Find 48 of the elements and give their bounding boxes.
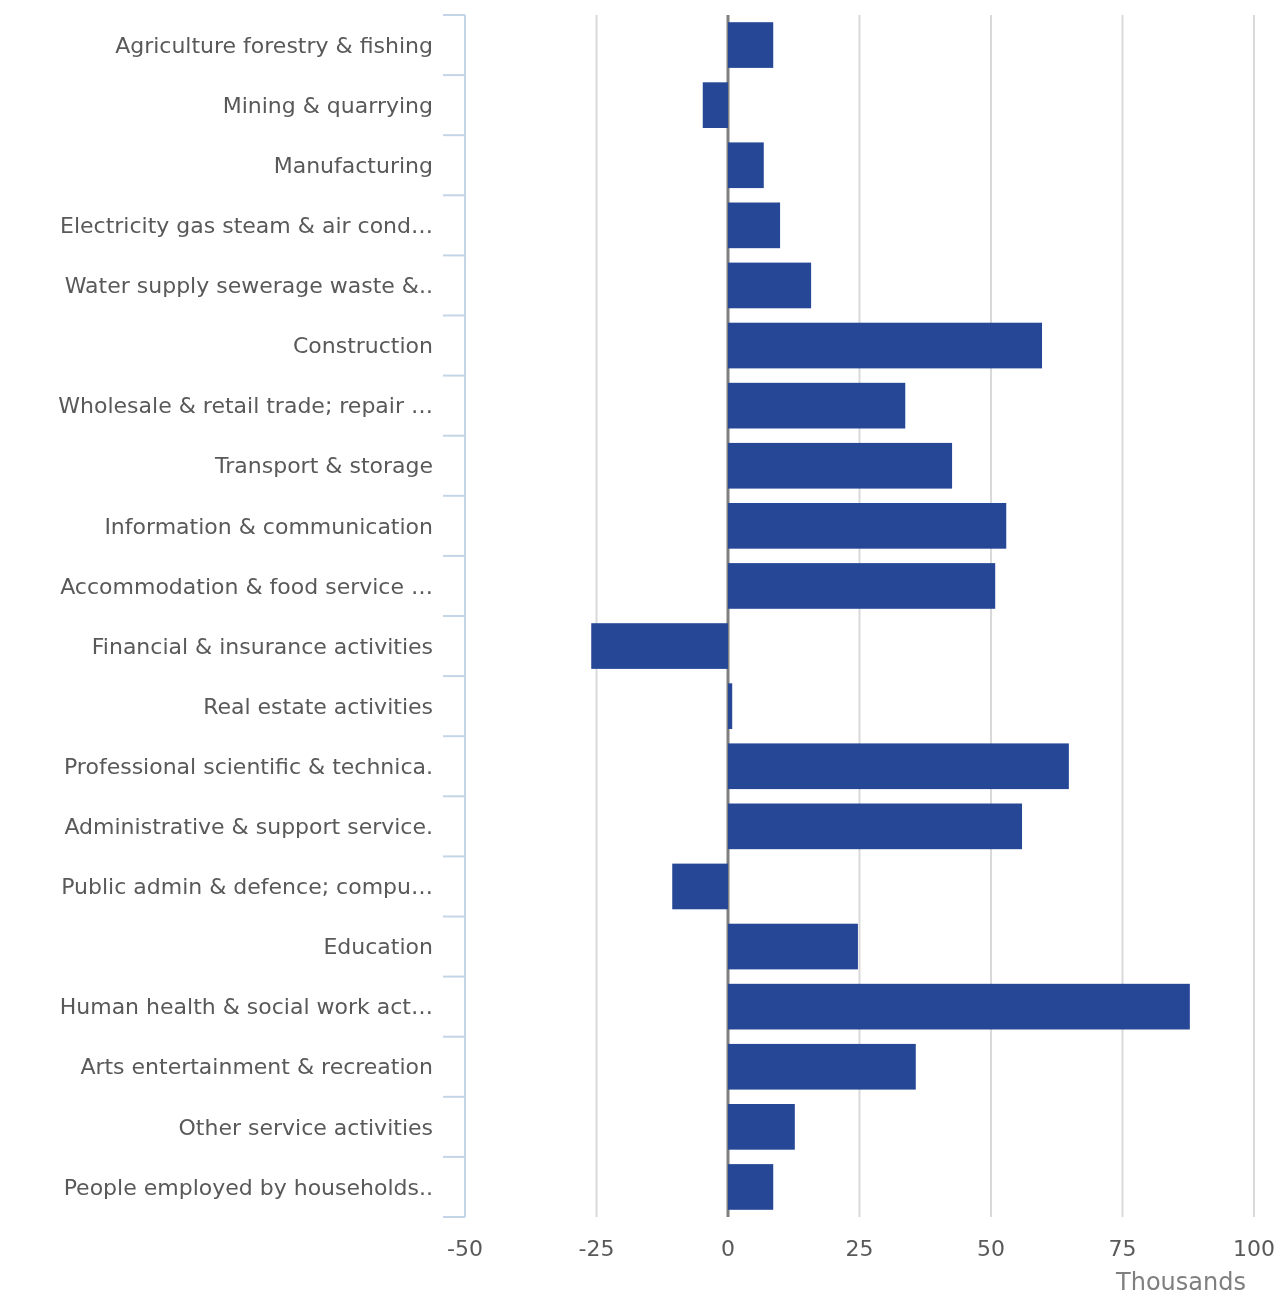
x-tick-label: 0: [721, 1236, 735, 1261]
bar: [728, 503, 1007, 549]
y-tick-label: Manufacturing: [273, 152, 433, 178]
x-tick-label: 25: [845, 1236, 874, 1261]
bar: [728, 1104, 795, 1150]
bar: [728, 563, 996, 609]
bar: [728, 442, 953, 489]
y-tick-label: Administrative & support service.: [64, 814, 433, 840]
bar: [728, 1043, 916, 1090]
y-tick-label: Arts entertainment & recreation: [80, 1054, 433, 1080]
y-tick-label: Other service activities: [178, 1114, 433, 1140]
y-tick-label: Education: [323, 934, 433, 960]
bar: [728, 743, 1069, 790]
bar: [672, 863, 728, 910]
y-tick-label: Transport & storage: [214, 453, 433, 479]
y-tick-label: People employed by households..: [63, 1174, 433, 1200]
bar: [728, 22, 774, 68]
y-tick-label: Financial & insurance activities: [91, 633, 433, 659]
bar: [728, 262, 812, 309]
y-tick-label: Public admin & defence; compu…: [61, 874, 433, 900]
bar: [728, 683, 733, 729]
y-tick-label: Information & communication: [104, 513, 433, 539]
bar: [702, 82, 728, 128]
bar: [728, 923, 858, 970]
bar: [728, 322, 1043, 369]
x-tick-label: 75: [1108, 1236, 1137, 1261]
x-tick-label: 100: [1233, 1236, 1275, 1261]
x-axis-title: Thousands: [1115, 1268, 1246, 1296]
bar: [591, 623, 728, 669]
bar: [728, 142, 764, 189]
y-tick-label: Real estate activities: [203, 693, 433, 719]
x-tick-label: -50: [447, 1236, 483, 1261]
bar: [728, 382, 906, 429]
y-tick-label: Construction: [292, 333, 433, 359]
y-tick-label: Water supply sewerage waste &..: [64, 273, 433, 299]
y-tick-label: Agriculture forestry & fishing: [115, 32, 433, 58]
y-tick-label: Mining & quarrying: [222, 92, 433, 118]
y-tick-label: Wholesale & retail trade; repair …: [58, 393, 433, 419]
bar: [728, 983, 1190, 1030]
bar: [728, 202, 781, 249]
y-tick-label: Professional scientific & technica.: [63, 753, 433, 779]
bar: [728, 803, 1023, 850]
y-tick-label: Electricity gas steam & air cond…: [60, 213, 433, 239]
x-tick-label: -25: [578, 1236, 615, 1261]
bar: [728, 1164, 774, 1210]
y-tick-label: Human health & social work act…: [59, 994, 433, 1020]
y-tick-label: Accommodation & food service …: [60, 573, 433, 599]
x-tick-label: 50: [977, 1236, 1005, 1261]
